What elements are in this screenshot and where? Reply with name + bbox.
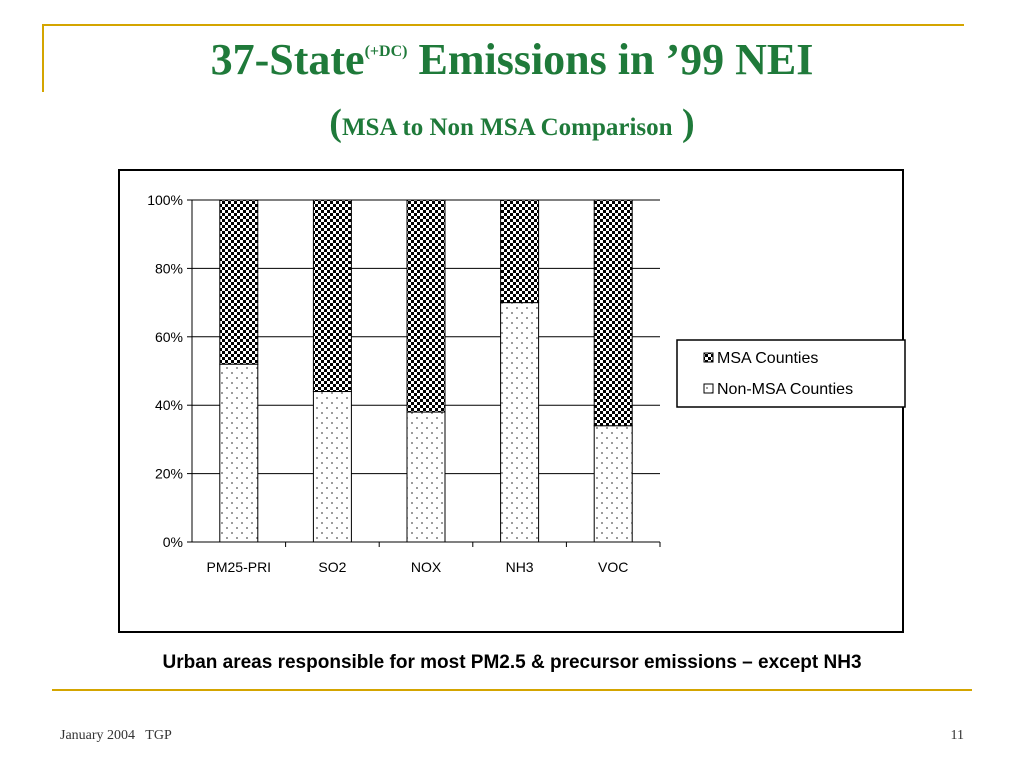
- page-number: 11: [950, 728, 964, 743]
- legend-label: MSA Counties: [717, 350, 818, 367]
- bar-msa-counties-nox: [406, 199, 446, 413]
- y-tick-label: 100%: [147, 192, 183, 208]
- bar-msa-counties-voc: [593, 199, 633, 427]
- bar-msa-counties-nh3: [500, 199, 540, 304]
- bar-non-msa-counties-nox: [406, 411, 446, 543]
- x-tick-label: NH3: [506, 559, 534, 575]
- slide-subtitle: (MSA to Non MSA Comparison ): [329, 102, 695, 144]
- bar-msa-counties-pm25-pri: [219, 199, 259, 365]
- title-superscript: (+DC): [364, 43, 408, 60]
- x-tick-label: NOX: [411, 559, 442, 575]
- legend-swatch: [703, 383, 714, 394]
- y-tick-label: 0%: [163, 534, 183, 550]
- y-tick-label: 60%: [155, 329, 183, 345]
- x-tick-label: SO2: [318, 559, 346, 575]
- legend-box: [676, 339, 906, 408]
- legend-label: Non-MSA Counties: [717, 381, 853, 398]
- bar-non-msa-counties-nh3: [500, 302, 540, 543]
- bar-non-msa-counties-voc: [593, 425, 633, 543]
- stacked-bar-chart: 0% 20% 40% 60% 80% 100% PM25-PRI SO2 NOX NH3 VOC M…: [147, 192, 906, 575]
- slide-caption: Urban areas responsible for most PM2.5 &…: [162, 652, 862, 673]
- legend-swatch: [703, 352, 714, 363]
- x-tick-label: PM25-PRI: [207, 559, 272, 575]
- top-accent-line: [44, 24, 964, 26]
- slide-title: 37-State(+DC) Emissions in ’99 NEI: [210, 35, 814, 84]
- bar-msa-counties-so2: [312, 199, 352, 393]
- y-tick-label: 20%: [155, 466, 183, 482]
- bar-non-msa-counties-so2: [312, 391, 352, 543]
- bottom-accent-line: [52, 689, 972, 691]
- bar-non-msa-counties-pm25-pri: [219, 363, 259, 543]
- footer-date-author: January 2004 TGP: [60, 728, 172, 743]
- chart-area: 0% 20% 40% 60% 80% 100% PM25-PRI SO2 NOX NH3 VOC M…: [118, 169, 906, 633]
- x-tick-label: VOC: [598, 559, 628, 575]
- y-tick-label: 80%: [155, 260, 183, 276]
- y-tick-label: 40%: [155, 397, 183, 413]
- left-accent-line: [42, 24, 44, 92]
